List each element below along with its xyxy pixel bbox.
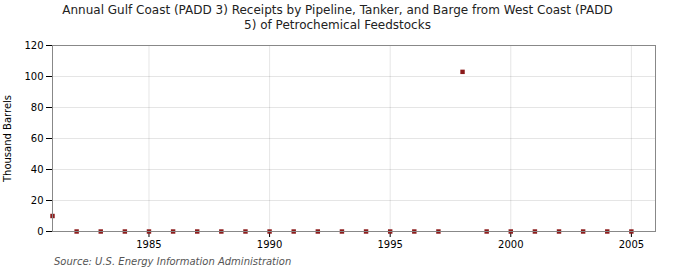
svg-text:60: 60: [31, 133, 44, 144]
svg-text:1995: 1995: [377, 239, 402, 250]
svg-text:0: 0: [37, 226, 43, 237]
html-text:Annual Gulf Coast (PADD 3) Rec: Annual Gulf Coast (PADD 3) Receipts by P…: [62, 3, 613, 32]
svg-text:120: 120: [24, 40, 43, 51]
svg-text:2000: 2000: [498, 239, 523, 250]
html-text:Source: U.S. Energy Informatio: Source: U.S. Energy Information Administ…: [54, 256, 292, 267]
svg-text:20: 20: [31, 195, 44, 206]
svg-text:2005: 2005: [619, 239, 644, 250]
svg-text:1990: 1990: [257, 239, 282, 250]
svg-text:100: 100: [24, 71, 43, 82]
svg-text:Thousand Barrels: Thousand Barrels: [2, 95, 13, 183]
svg-text:80: 80: [31, 102, 44, 113]
svg-text:40: 40: [31, 164, 44, 175]
svg-text:1985: 1985: [136, 239, 161, 250]
